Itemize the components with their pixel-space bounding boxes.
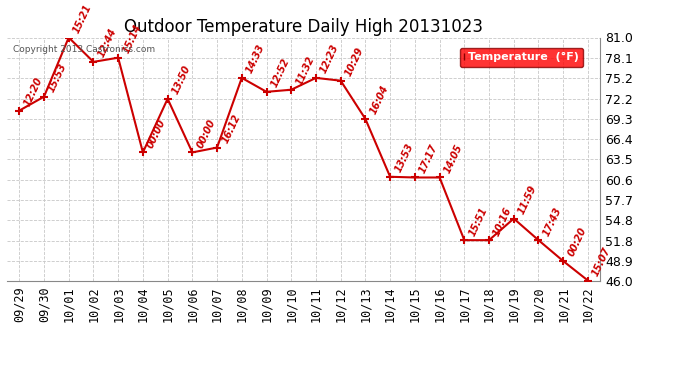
Text: 14:05: 14:05 — [442, 142, 464, 175]
Text: 14:33: 14:33 — [244, 43, 266, 75]
Text: 13:50: 13:50 — [170, 64, 193, 96]
Text: 15:07: 15:07 — [591, 246, 613, 278]
Text: 00:20: 00:20 — [566, 226, 588, 258]
Text: 12:23: 12:23 — [319, 43, 341, 75]
Legend: Temperature  (°F): Temperature (°F) — [460, 48, 583, 67]
Text: 16:04: 16:04 — [368, 84, 391, 116]
Text: 11:32: 11:32 — [294, 55, 316, 87]
Text: 16:12: 16:12 — [220, 112, 242, 145]
Text: 10:16: 10:16 — [492, 205, 514, 237]
Text: 12:44: 12:44 — [96, 27, 118, 59]
Text: 15:14: 15:14 — [121, 23, 143, 55]
Text: 00:00: 00:00 — [146, 117, 168, 150]
Text: Copyright 2013 Castronics.com: Copyright 2013 Castronics.com — [13, 45, 155, 54]
Text: 17:17: 17:17 — [417, 142, 440, 175]
Text: 13:53: 13:53 — [393, 142, 415, 174]
Text: 10:29: 10:29 — [344, 46, 366, 78]
Text: 11:59: 11:59 — [517, 184, 539, 216]
Text: 15:53: 15:53 — [47, 62, 69, 94]
Text: 17:43: 17:43 — [541, 205, 563, 237]
Text: 12:52: 12:52 — [269, 57, 291, 89]
Text: 12:20: 12:20 — [22, 76, 44, 108]
Text: 15:51: 15:51 — [467, 205, 489, 237]
Text: 00:00: 00:00 — [195, 117, 217, 150]
Title: Outdoor Temperature Daily High 20131023: Outdoor Temperature Daily High 20131023 — [124, 18, 483, 36]
Text: 15:21: 15:21 — [72, 3, 94, 35]
